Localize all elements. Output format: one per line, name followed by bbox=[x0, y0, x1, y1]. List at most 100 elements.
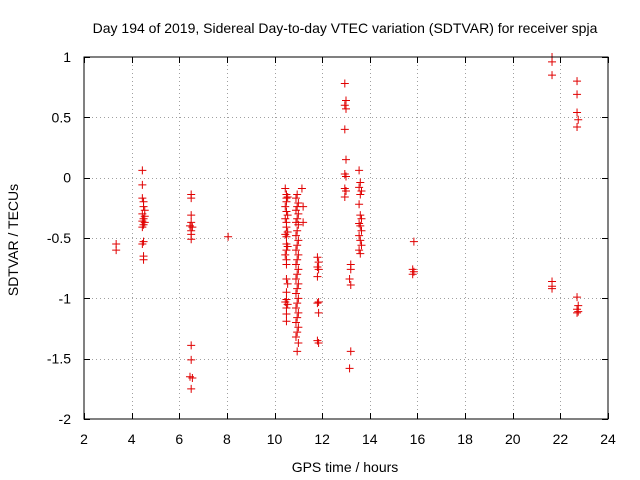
data-point-marker bbox=[356, 249, 365, 258]
data-point-marker bbox=[187, 194, 196, 203]
data-point-marker bbox=[291, 318, 300, 327]
data-point-marker bbox=[409, 237, 418, 246]
data-point-marker bbox=[282, 310, 291, 319]
data-point-marker bbox=[314, 265, 323, 274]
data-point-marker bbox=[313, 253, 322, 262]
x-tick-label: 4 bbox=[128, 431, 136, 447]
data-point-marker bbox=[293, 347, 302, 356]
data-point-marker bbox=[299, 202, 308, 211]
data-point-marker bbox=[139, 255, 148, 264]
data-point-marker bbox=[297, 184, 306, 193]
data-point-marker bbox=[138, 240, 147, 249]
y-tick-label: 0.5 bbox=[52, 109, 72, 125]
data-point-marker bbox=[291, 275, 300, 284]
data-point-marker bbox=[294, 308, 303, 317]
data-point-marker bbox=[294, 250, 303, 259]
data-point-marker bbox=[282, 197, 291, 206]
data-point-marker bbox=[291, 194, 300, 203]
data-point-marker bbox=[282, 246, 291, 255]
axis-ticks: 2 4 6 8 10 12 14 16 18 20 22 24-2-1.5-1-0.500.51 bbox=[47, 49, 616, 447]
data-point-marker bbox=[573, 293, 582, 302]
data-point-marker bbox=[282, 232, 291, 241]
x-tick-label: 12 bbox=[314, 431, 330, 447]
data-point-marker bbox=[283, 300, 292, 309]
data-point-marker bbox=[573, 90, 582, 99]
y-tick-label: -2 bbox=[59, 411, 72, 427]
data-point-marker bbox=[548, 57, 557, 66]
data-point-marker bbox=[293, 214, 302, 223]
data-point-marker bbox=[294, 338, 303, 347]
data-point-marker bbox=[293, 255, 302, 264]
data-point-marker bbox=[294, 294, 303, 303]
data-point-marker bbox=[294, 209, 303, 218]
data-point-marker bbox=[548, 71, 557, 80]
data-point-marker bbox=[573, 108, 582, 117]
x-tick-label: 24 bbox=[600, 431, 616, 447]
y-tick-label: -0.5 bbox=[47, 230, 71, 246]
data-point-marker bbox=[356, 221, 365, 230]
data-point-marker bbox=[355, 166, 364, 175]
data-point-marker bbox=[294, 323, 303, 332]
data-point-marker bbox=[187, 384, 196, 393]
y-tick-label: -1 bbox=[59, 290, 72, 306]
data-point-marker bbox=[355, 231, 364, 240]
data-point-marker bbox=[340, 192, 349, 201]
data-point-marker bbox=[138, 180, 147, 189]
data-point-marker bbox=[282, 317, 291, 326]
data-point-marker bbox=[408, 270, 417, 279]
data-point-marker bbox=[313, 299, 322, 308]
data-point-marker bbox=[342, 186, 350, 195]
x-tick-label: 10 bbox=[267, 431, 283, 447]
data-point-marker bbox=[294, 199, 303, 208]
data-point-marker bbox=[283, 242, 292, 251]
data-point-marker bbox=[574, 115, 583, 124]
data-point-marker bbox=[139, 202, 148, 211]
data-point-marker bbox=[356, 190, 365, 199]
data-point-marker bbox=[291, 303, 300, 312]
x-tick-label: 14 bbox=[362, 431, 378, 447]
data-point-marker bbox=[294, 220, 303, 229]
data-point-marker bbox=[342, 104, 350, 113]
data-point-marker bbox=[357, 186, 366, 195]
data-point-marker bbox=[293, 190, 302, 199]
data-point-marker bbox=[314, 308, 323, 317]
data-point-marker bbox=[138, 166, 147, 175]
data-point-marker bbox=[187, 218, 196, 227]
data-points bbox=[112, 53, 583, 393]
data-point-marker bbox=[345, 275, 354, 284]
data-point-marker bbox=[573, 122, 582, 131]
data-point-marker bbox=[574, 307, 583, 316]
data-point-marker bbox=[187, 211, 196, 220]
data-point-marker bbox=[293, 328, 302, 337]
data-point-marker bbox=[346, 265, 355, 274]
data-point-marker bbox=[342, 172, 350, 181]
data-point-marker bbox=[340, 101, 349, 110]
data-point-marker bbox=[355, 246, 364, 255]
x-tick-label: 6 bbox=[175, 431, 183, 447]
data-point-marker bbox=[355, 200, 364, 209]
y-tick-label: -1.5 bbox=[47, 351, 71, 367]
data-point-marker bbox=[293, 241, 302, 250]
data-point-marker bbox=[282, 288, 291, 297]
data-point-marker bbox=[299, 218, 308, 227]
y-axis-label: SDTVAR / TECUs bbox=[5, 184, 21, 296]
data-point-marker bbox=[346, 347, 355, 356]
x-tick-label: 22 bbox=[553, 431, 569, 447]
data-point-marker bbox=[281, 214, 290, 223]
data-point-marker bbox=[573, 308, 582, 317]
data-point-marker bbox=[224, 232, 233, 241]
data-point-marker bbox=[138, 223, 147, 232]
data-point-marker bbox=[282, 223, 291, 232]
x-tick-label: 2 bbox=[80, 431, 88, 447]
data-point-marker bbox=[187, 355, 196, 364]
data-point-marker bbox=[283, 192, 292, 201]
data-point-marker bbox=[314, 338, 323, 347]
data-point-marker bbox=[291, 332, 300, 341]
data-point-marker bbox=[188, 373, 197, 382]
data-point-marker bbox=[283, 279, 292, 288]
data-point-marker bbox=[357, 214, 366, 223]
data-point-marker bbox=[138, 194, 147, 203]
data-point-marker bbox=[314, 258, 323, 267]
data-point-marker bbox=[282, 275, 291, 284]
data-point-marker bbox=[340, 125, 349, 134]
